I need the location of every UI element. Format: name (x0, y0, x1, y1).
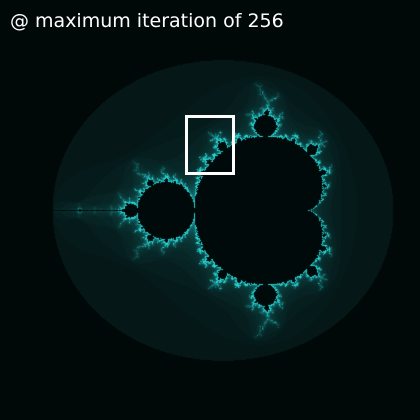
iteration-caption: @ maximum iteration of 256 (10, 10, 284, 32)
zoom-selection-box[interactable] (185, 115, 235, 175)
